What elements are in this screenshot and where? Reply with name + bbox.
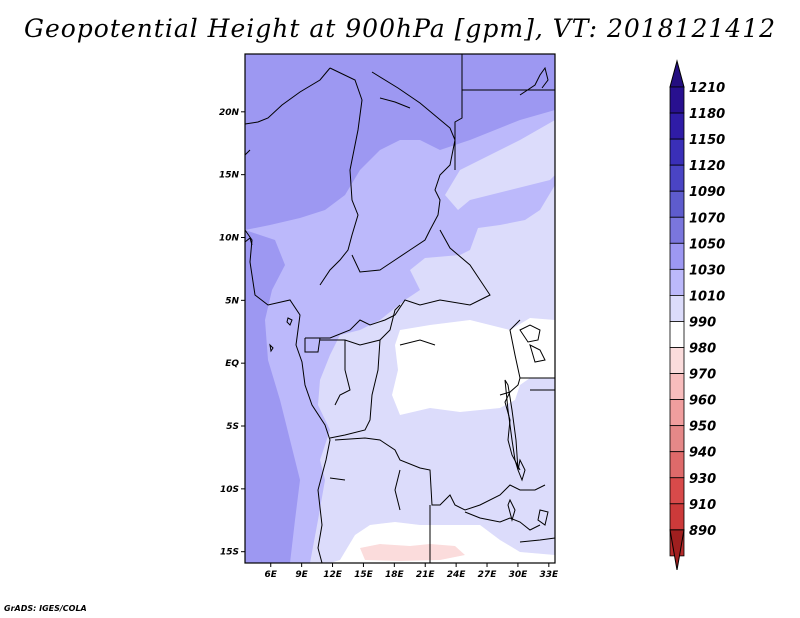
colorbar-swatch <box>669 268 685 296</box>
colorbar-label: 910 <box>689 498 716 513</box>
colorbar-label: 990 <box>689 315 716 330</box>
lat-tick-label: 5N <box>225 296 239 306</box>
colorbar-label: 960 <box>689 394 716 409</box>
colorbar-label: 980 <box>689 342 716 357</box>
colorbar-swatch <box>669 294 685 322</box>
lon-tick-label: 21E <box>416 570 436 580</box>
contour-fills <box>245 54 555 563</box>
longitude-axis: 6E 9E 12E 15E 18E 21E 24E 27E 30E 33E <box>265 563 559 580</box>
border-p <box>394 469 401 511</box>
colorbar-swatch <box>669 373 685 400</box>
lat-tick-label: 15S <box>220 548 239 558</box>
colorbar-swatch <box>669 477 685 505</box>
lon-tick-label: 30E <box>509 570 529 580</box>
lon-tick-label: 9E <box>295 570 308 580</box>
colorbar-swatch <box>669 190 685 218</box>
border-b <box>351 71 456 273</box>
coastline-west <box>244 67 331 564</box>
colorbar-swatch <box>669 451 685 479</box>
fill-pink <box>360 544 465 561</box>
lon-tick-label: 15E <box>354 570 374 580</box>
island-2 <box>286 317 293 326</box>
colorbar-label: 1150 <box>689 133 725 148</box>
lon-tick-label: 27E <box>478 570 498 580</box>
colorbar-label: 930 <box>689 472 716 487</box>
colorbar-swatch <box>669 164 685 192</box>
colorbar-label: 1180 <box>689 107 725 122</box>
boundaries <box>244 54 556 564</box>
colorbar-label: 1010 <box>689 289 725 304</box>
border-a <box>319 67 363 286</box>
colorbar-swatch <box>669 425 685 453</box>
fill-very-high <box>245 54 555 230</box>
lon-tick-label: 33E <box>539 570 559 580</box>
colorbar-label: 1210 <box>689 81 725 96</box>
colorbar-swatch <box>669 503 685 531</box>
colorbar-label: 1090 <box>689 185 725 200</box>
lat-tick-label: 10N <box>219 233 240 243</box>
colorbar-bottom-arrow <box>669 529 685 570</box>
colorbar-swatch <box>669 138 685 166</box>
colorbar-swatch <box>669 399 685 427</box>
map-frame <box>244 53 556 564</box>
map-title: Geopotential Height at 900hPa [gpm], VT:… <box>23 14 777 43</box>
lon-tick-label: 12E <box>323 570 343 580</box>
coast-lake-chad <box>379 97 411 109</box>
colorbar-swatch <box>669 86 685 114</box>
border-e <box>320 229 491 339</box>
lat-tick-label: EQ <box>225 359 239 369</box>
coast-ne <box>519 66 549 96</box>
lon-tick-label: 6E <box>265 570 278 580</box>
colorbar-label: 940 <box>689 446 716 461</box>
lake-3 <box>507 498 516 522</box>
border-k <box>520 377 555 391</box>
lake-2 <box>517 458 526 482</box>
border-j <box>504 391 521 471</box>
border-f <box>304 337 321 353</box>
coast-east <box>519 537 556 543</box>
border-l <box>334 437 546 511</box>
lat-tick-label: 15N <box>219 171 240 181</box>
island-1 <box>269 343 274 353</box>
colorbar-label: 890 <box>689 524 716 539</box>
colorbar-label: 970 <box>689 368 716 383</box>
colorbar-top-arrow <box>669 59 685 88</box>
colorbar-swatch <box>669 216 685 244</box>
colorbar-swatch <box>669 242 685 270</box>
colorbar-label: 950 <box>689 420 716 435</box>
lake-6 <box>529 344 546 363</box>
coast-lake-vic <box>519 324 541 343</box>
latitude-axis: 20N 15N 10N 5N EQ 5S 10S 15S <box>219 108 245 558</box>
lat-tick-label: 10S <box>220 485 239 495</box>
colorbar-label: 1070 <box>689 211 725 226</box>
colorbar-label: 1050 <box>689 237 725 252</box>
border-h <box>329 339 381 439</box>
colorbar-swatch <box>669 321 685 348</box>
lake-4 <box>537 509 549 526</box>
fill-very-high-west <box>245 230 300 563</box>
lat-tick-label: 20N <box>219 108 240 118</box>
grads-credit: GrADS: IGES/COLA <box>4 604 87 613</box>
colorbar-swatch <box>669 112 685 140</box>
colorbar-label: 1030 <box>689 263 725 278</box>
lake-5 <box>399 339 436 346</box>
lon-tick-label: 18E <box>385 570 405 580</box>
colorbar-label: 1120 <box>689 159 725 174</box>
border-o <box>464 511 541 531</box>
lat-tick-label: 5S <box>226 422 239 432</box>
colorbar: 1210 1180 1150 1120 1090 1070 1050 1030 1010 990 9… <box>669 59 725 570</box>
lon-tick-label: 24E <box>447 570 467 580</box>
colorbar-swatch <box>669 347 685 374</box>
border-c <box>454 54 463 170</box>
border-n <box>329 477 346 481</box>
